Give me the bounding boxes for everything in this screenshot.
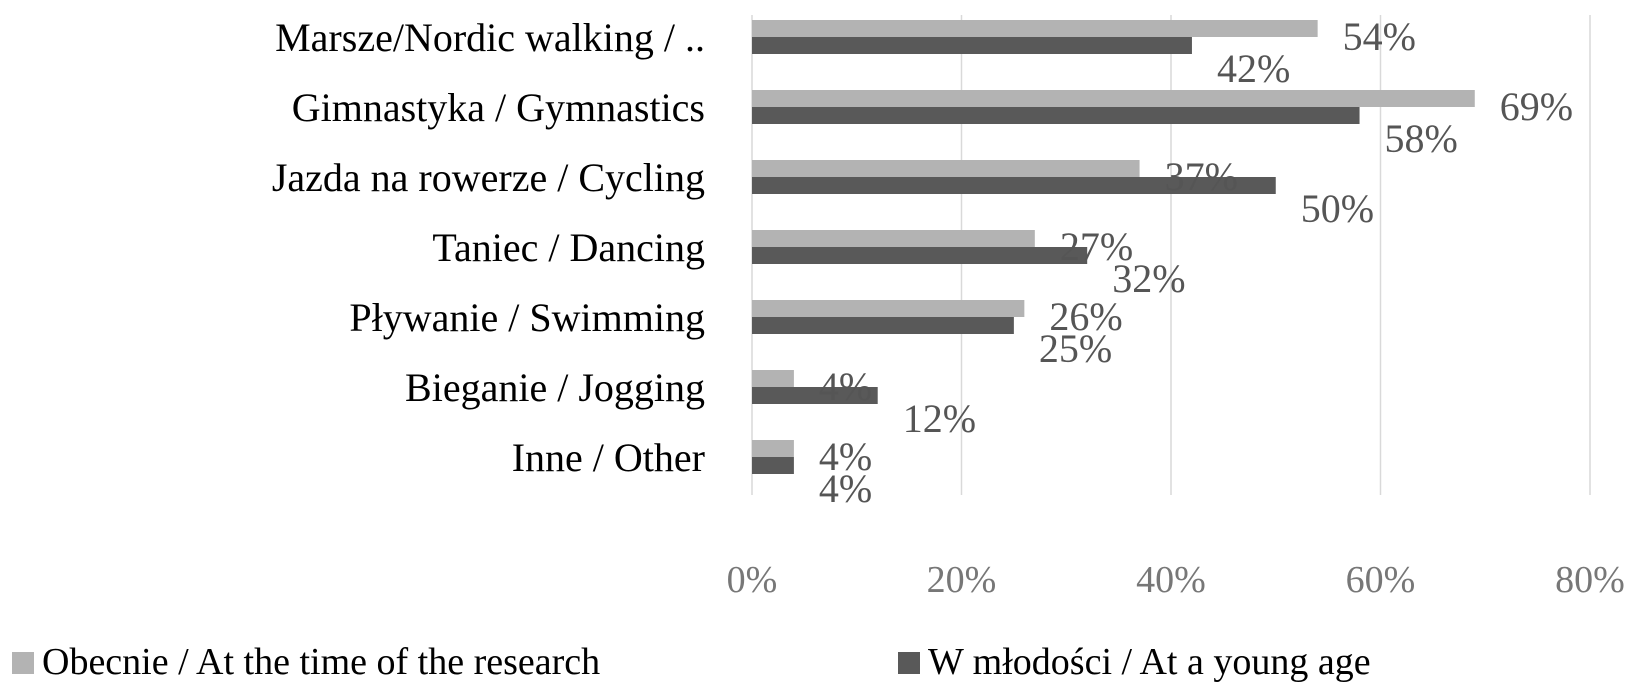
data-label-young: 42% [1217,46,1290,91]
data-label-young: 25% [1039,326,1112,371]
bar-current [752,20,1318,37]
bar-current [752,230,1035,247]
data-label-current: 4% [819,434,872,479]
data-label-young: 50% [1301,186,1374,231]
bar-current [752,90,1475,107]
data-labels: 54%42%69%58%37%50%27%32%26%25%4%12%4%4% [819,14,1573,511]
data-label-current: 27% [1060,224,1133,269]
bars [752,20,1475,474]
data-label-young: 12% [903,396,976,441]
category-label: Jazda na rowerze / Cycling [272,155,705,200]
bar-young [752,457,794,474]
x-tick-label: 20% [927,559,997,601]
data-label-current: 37% [1165,154,1238,199]
legend-swatch [12,652,34,674]
bar-young [752,107,1360,124]
bar-young [752,37,1192,54]
legend-entry: Obecnie / At the time of the research [42,641,600,683]
bar-young [752,317,1014,334]
category-labels: Marsze/Nordic walking / .. Gimnastyka / G… [272,15,705,480]
bar-current [752,300,1025,317]
category-label: Pływanie / Swimming [349,295,705,340]
x-tick-label: 80% [1555,559,1625,601]
category-label: Bieganie / Jogging [405,365,705,410]
category-label: Gimnastyka / Gymnastics [292,85,705,130]
legend-swatch [898,652,920,674]
bar-current [752,370,794,387]
x-tick-label: 0% [727,559,778,601]
data-label-young: 32% [1112,256,1185,301]
x-tick-label: 40% [1136,559,1206,601]
category-label: Marsze/Nordic walking / .. [275,15,705,60]
bar-young [752,247,1088,264]
data-label-young: 58% [1385,116,1458,161]
legend: Obecnie / At the time of the research W m… [12,641,1371,683]
data-label-current: 69% [1500,84,1573,129]
bar-current [752,440,794,457]
legend-entry: W młodości / At a young age [928,641,1371,683]
bar-current [752,160,1140,177]
data-label-current: 54% [1343,14,1416,59]
category-label: Taniec / Dancing [432,225,705,270]
x-tick-labels: 0% 20% 40% 60% 80% [727,559,1625,601]
x-tick-label: 60% [1346,559,1416,601]
category-label: Inne / Other [512,435,705,480]
data-label-current: 4% [819,364,872,409]
data-label-young: 4% [819,466,872,511]
bar-young [752,177,1276,194]
bar-young [752,387,878,404]
data-label-current: 26% [1049,294,1122,339]
